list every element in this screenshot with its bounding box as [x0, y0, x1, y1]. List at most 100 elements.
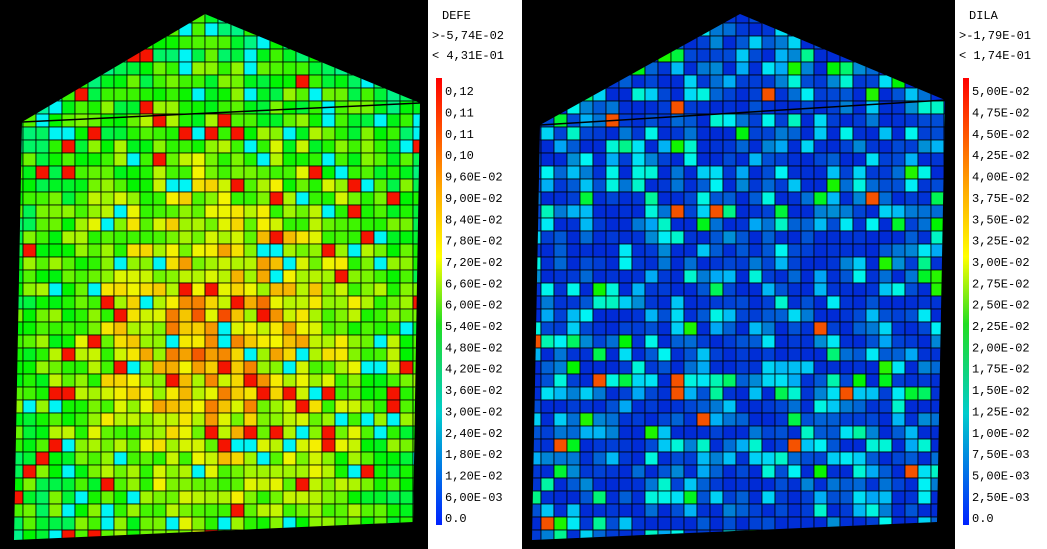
mesh-cell — [386, 282, 401, 297]
mesh-cell — [722, 217, 737, 232]
mesh-cell — [852, 243, 867, 258]
mesh-cell — [774, 503, 789, 518]
mesh-cell — [813, 308, 828, 323]
mesh-cell — [540, 438, 555, 453]
mesh-cell — [579, 230, 594, 245]
mesh-cell — [618, 126, 633, 141]
mesh-cell — [813, 87, 828, 102]
mesh-cell — [540, 204, 555, 219]
mesh-cell — [644, 321, 659, 336]
mesh-cell — [735, 152, 750, 167]
mesh-cell — [566, 308, 581, 323]
mesh-cell — [347, 230, 362, 245]
mesh-cell — [334, 243, 349, 258]
mesh-cell — [618, 412, 633, 427]
mesh-cell — [839, 165, 854, 180]
mesh-cell — [813, 295, 828, 310]
mesh-cell — [735, 256, 750, 271]
mesh-cell — [139, 217, 154, 232]
mesh-cell — [917, 230, 932, 245]
mesh-cell — [787, 438, 802, 453]
mesh-cell — [165, 399, 180, 414]
mesh-cell — [748, 165, 763, 180]
mesh-cell — [553, 139, 568, 154]
mesh-cell — [204, 152, 219, 167]
mesh-cell — [74, 152, 89, 167]
mesh-cell — [826, 295, 841, 310]
mesh-cell — [100, 373, 115, 388]
mesh-cell — [126, 256, 141, 271]
mesh-cell — [113, 269, 128, 284]
mesh-cell — [657, 282, 672, 297]
mesh-cell — [113, 178, 128, 193]
mesh-cell — [852, 126, 867, 141]
mesh-cell — [761, 217, 776, 232]
mesh-cell — [100, 477, 115, 492]
mesh-cell — [399, 412, 414, 427]
mesh-cell — [126, 516, 141, 531]
mesh-cell — [696, 191, 711, 206]
mesh-cell — [592, 139, 607, 154]
mesh-cell — [761, 178, 776, 193]
mesh-cell — [787, 61, 802, 76]
mesh-cell — [347, 490, 362, 505]
mesh-cell — [852, 282, 867, 297]
mesh-cell — [178, 412, 193, 427]
mesh-cell — [891, 126, 906, 141]
mesh-cell — [930, 204, 945, 219]
mesh-cell — [243, 126, 258, 141]
mesh-cell — [579, 412, 594, 427]
mesh-cell — [735, 321, 750, 336]
mesh-cell — [61, 347, 76, 362]
mesh-cell — [787, 308, 802, 323]
mesh-cell — [152, 503, 167, 518]
mesh-cell — [904, 178, 919, 193]
mesh-cell — [644, 243, 659, 258]
mesh-cell — [373, 438, 388, 453]
mesh-cell — [683, 490, 698, 505]
mesh-cell — [761, 256, 776, 271]
mesh-cell — [22, 256, 37, 271]
mesh-cell — [709, 308, 724, 323]
mesh-cell — [787, 425, 802, 440]
mesh-cell — [74, 464, 89, 479]
mesh-cell — [282, 87, 297, 102]
mesh-cell — [334, 113, 349, 128]
mesh-cell — [230, 74, 245, 89]
mesh-cell — [360, 347, 375, 362]
mesh-cell — [800, 321, 815, 336]
mesh-cell — [334, 139, 349, 154]
mesh-cell — [230, 165, 245, 180]
mesh-cell — [204, 503, 219, 518]
legend-label: 1,50E-02 — [972, 384, 1030, 398]
mesh-cell — [696, 503, 711, 518]
mesh-cell — [35, 191, 50, 206]
bound-low: < 1,74E-01 — [959, 49, 1031, 63]
mesh-cell — [761, 308, 776, 323]
mesh-cell — [722, 48, 737, 63]
mesh-cell — [670, 399, 685, 414]
mesh-cell — [321, 230, 336, 245]
mesh-cell — [399, 165, 414, 180]
mesh-cell — [22, 204, 37, 219]
mesh-cell — [334, 256, 349, 271]
mesh-cell — [87, 412, 102, 427]
mesh-cell — [553, 503, 568, 518]
mesh-cell — [347, 347, 362, 362]
mesh-cell — [87, 334, 102, 349]
mesh-cell — [800, 386, 815, 401]
mesh-cell — [657, 334, 672, 349]
mesh-cell — [774, 360, 789, 375]
mesh-cell — [735, 360, 750, 375]
mesh-cell — [87, 217, 102, 232]
mesh-cell — [826, 464, 841, 479]
mesh-cell — [839, 412, 854, 427]
mesh-cell — [256, 373, 271, 388]
mesh-cell — [605, 425, 620, 440]
mesh-cell — [865, 126, 880, 141]
mesh-cell — [113, 282, 128, 297]
legend-label: 5,00E-03 — [972, 469, 1030, 483]
mesh-cell — [878, 256, 893, 271]
mesh-cell — [813, 48, 828, 63]
mesh-cell — [644, 152, 659, 167]
